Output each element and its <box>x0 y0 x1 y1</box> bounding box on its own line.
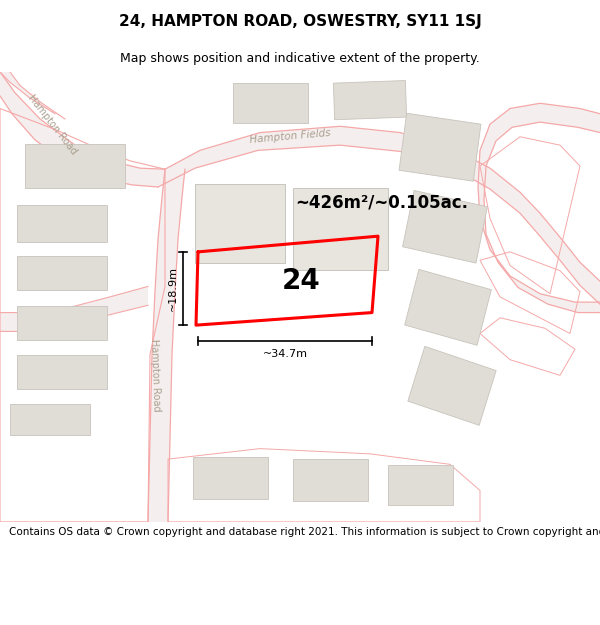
Polygon shape <box>10 404 90 435</box>
Text: ~34.7m: ~34.7m <box>263 349 308 359</box>
Polygon shape <box>193 457 268 499</box>
Polygon shape <box>233 83 308 123</box>
Polygon shape <box>17 356 107 389</box>
Text: ~426m²/~0.105ac.: ~426m²/~0.105ac. <box>295 194 468 212</box>
Text: 24, HAMPTON ROAD, OSWESTRY, SY11 1SJ: 24, HAMPTON ROAD, OSWESTRY, SY11 1SJ <box>119 14 481 29</box>
Text: Hampton Fields: Hampton Fields <box>249 128 331 145</box>
Polygon shape <box>408 346 496 426</box>
Polygon shape <box>0 72 65 119</box>
Polygon shape <box>334 81 407 120</box>
Polygon shape <box>293 188 388 269</box>
Polygon shape <box>478 103 600 312</box>
Polygon shape <box>399 113 481 181</box>
Polygon shape <box>158 126 600 304</box>
Polygon shape <box>17 205 107 242</box>
Polygon shape <box>25 144 125 188</box>
Text: Hampton Road: Hampton Road <box>149 339 161 412</box>
Polygon shape <box>195 184 285 263</box>
Text: ~18.9m: ~18.9m <box>168 266 178 311</box>
Text: 24: 24 <box>281 268 320 296</box>
Polygon shape <box>0 286 148 331</box>
Polygon shape <box>0 72 165 187</box>
Polygon shape <box>293 459 367 501</box>
Text: Contains OS data © Crown copyright and database right 2021. This information is : Contains OS data © Crown copyright and d… <box>9 527 600 537</box>
Polygon shape <box>17 256 107 289</box>
Text: Hampton Road: Hampton Road <box>26 92 79 156</box>
Text: Map shows position and indicative extent of the property.: Map shows position and indicative extent… <box>120 52 480 65</box>
Polygon shape <box>17 306 107 340</box>
Polygon shape <box>403 191 487 263</box>
Polygon shape <box>404 269 491 345</box>
Polygon shape <box>148 169 185 522</box>
Polygon shape <box>388 466 452 505</box>
